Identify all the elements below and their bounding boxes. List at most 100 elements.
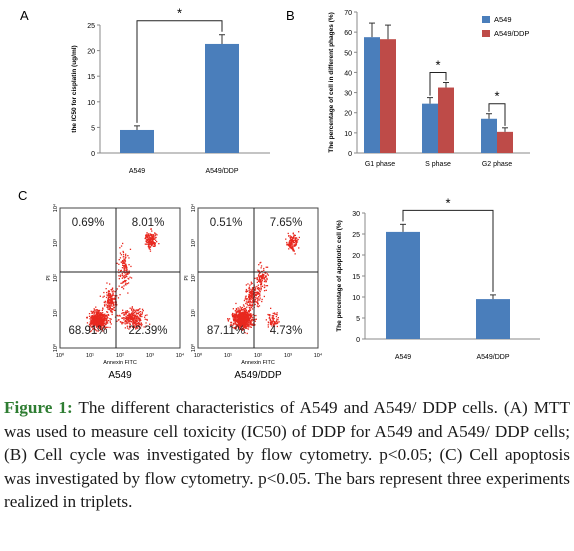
flow-a549-event-dot xyxy=(99,319,101,321)
flow-a549-y-tick-label: 10³ xyxy=(53,239,59,247)
flow-a549-event-dot xyxy=(111,311,113,314)
flow-a549-event-dot xyxy=(151,244,153,246)
flow-a549-event-dot xyxy=(149,250,152,252)
flow-a549-event-dot xyxy=(135,323,137,325)
flow-a549-event-dot xyxy=(112,303,114,305)
flow-a549-ddp-event-dot xyxy=(249,292,252,294)
flow-a549-event-dot xyxy=(137,327,139,329)
flow-a549-ddp-event-dot xyxy=(256,305,258,307)
flow-a549-event-dot xyxy=(121,312,123,315)
flow-a549-ddp-event-dot xyxy=(234,314,236,316)
flow-a549-event-dot xyxy=(97,311,99,313)
flow-a549-ddp-quadrant-label: 4.73% xyxy=(270,325,303,337)
flow-a549-ddp-event-dot xyxy=(253,324,256,326)
flow-a549-event-dot xyxy=(95,323,97,325)
flow-a549-event-dot xyxy=(147,235,149,237)
flow-a549-event-dot xyxy=(132,310,134,312)
flow-a549-event-dot xyxy=(121,317,123,319)
flow-a549-event-dot xyxy=(144,318,146,320)
flow-a549-ddp-event-dot xyxy=(245,327,247,329)
flow-a549-event-dot xyxy=(101,323,104,325)
flow-a549-ddp-event-dot xyxy=(294,238,296,240)
flow-a549-event-dot xyxy=(91,326,93,328)
flow-a549-event-dot xyxy=(151,230,153,232)
chart-b-bar xyxy=(438,87,454,153)
flow-a549-ddp-event-dot xyxy=(292,233,294,235)
flow-a549-ddp-event-dot xyxy=(246,306,248,308)
flow-a549-event-dot xyxy=(127,320,129,323)
flow-a549-event-dot xyxy=(92,327,94,330)
flow-a549-ddp-event-dot xyxy=(249,309,252,311)
flow-a549-ddp-event-dot xyxy=(250,305,252,307)
flow-a549-y-tick-label: 10¹ xyxy=(53,309,59,317)
flow-a549-ddp-event-dot xyxy=(242,304,245,306)
flow-a549-event-dot xyxy=(123,264,126,267)
flow-a549-ddp-event-dot xyxy=(255,294,257,297)
flow-a549-event-dot xyxy=(113,307,116,309)
flow-a549-event-dot xyxy=(104,305,106,307)
flow-a549-event-dot xyxy=(95,325,97,327)
flow-a549-ddp-quadrant-label: 87.11% xyxy=(207,325,245,337)
flow-a549-ddp-event-dot xyxy=(247,328,249,330)
flow-a549-ddp-event-dot xyxy=(264,286,266,288)
flow-a549-event-dot xyxy=(103,325,105,327)
flow-a549-event-dot xyxy=(138,324,140,326)
flow-a549-event-dot xyxy=(95,320,97,322)
flow-a549-event-dot xyxy=(148,241,151,243)
flow-a549-event-dot xyxy=(123,269,125,271)
flow-a549-event-dot xyxy=(136,315,138,317)
flow-a549-event-dot xyxy=(150,234,152,236)
flow-a549-ddp-event-dot xyxy=(232,312,234,315)
flow-a549-ddp-event-dot xyxy=(295,241,298,244)
flow-a549-ddp-event-dot xyxy=(244,298,246,300)
flow-a549-event-dot xyxy=(126,318,128,320)
flow-a549-event-dot xyxy=(150,237,152,239)
flow-a549-event-dot xyxy=(109,307,111,309)
flow-a549-ddp-event-dot xyxy=(240,309,242,311)
flow-a549-event-dot xyxy=(110,294,112,296)
flow-a549-ddp-event-dot xyxy=(255,287,257,289)
flow-a549-event-dot xyxy=(100,324,102,326)
flow-a549-event-dot xyxy=(90,323,92,325)
chart-a-y-tick-label: 25 xyxy=(87,23,95,30)
flow-a549-ddp-event-dot xyxy=(292,237,294,239)
flow-a549-event-dot xyxy=(129,318,131,320)
flow-a549-event-dot xyxy=(122,280,124,283)
flow-a549-event-dot xyxy=(111,289,113,291)
flow-a549-event-dot xyxy=(126,269,128,271)
flow-a549-event-dot xyxy=(148,242,150,244)
flow-a549-event-dot xyxy=(102,330,104,332)
flow-a549-ddp-event-dot xyxy=(288,248,290,250)
flow-a549-event-dot xyxy=(106,320,108,322)
chart-b-legend-swatch xyxy=(482,30,490,37)
flow-a549-event-dot xyxy=(107,302,110,304)
flow-a549-ddp-event-dot xyxy=(249,322,251,324)
flow-a549-ddp-event-dot xyxy=(266,277,268,280)
flow-a549-event-dot xyxy=(152,245,155,247)
flow-a549-ddp-event-dot xyxy=(246,298,248,300)
flow-a549-ddp-event-dot xyxy=(245,324,247,326)
flow-a549-event-dot xyxy=(125,319,127,321)
flow-a549-ddp-event-dot xyxy=(244,307,246,310)
flow-a549-ddp-event-dot xyxy=(241,306,243,309)
flow-a549-ddp-event-dot xyxy=(248,298,250,300)
flow-a549-event-dot xyxy=(151,242,153,244)
flow-a549-event-dot xyxy=(111,295,113,298)
flow-a549-event-dot xyxy=(111,300,113,302)
flow-a549-event-dot xyxy=(133,322,135,324)
flow-a549-ddp-event-dot xyxy=(260,275,262,277)
flow-a549-event-dot xyxy=(154,243,156,245)
flow-a549-event-dot xyxy=(104,318,106,320)
flow-a549-event-dot xyxy=(135,311,137,313)
flow-a549-event-dot xyxy=(121,286,124,288)
flow-a549-event-dot xyxy=(128,270,130,272)
flow-a549-x-tick-label: 10¹ xyxy=(86,353,94,359)
flow-a549-event-dot xyxy=(139,324,141,326)
flow-a549-ddp-event-dot xyxy=(248,294,251,296)
flow-a549-ddp-event-dot xyxy=(242,312,244,314)
flow-a549-event-dot xyxy=(97,310,99,312)
flow-a549-event-dot xyxy=(146,318,148,321)
flow-a549-event-dot xyxy=(96,311,98,314)
flow-a549-event-dot xyxy=(109,321,111,324)
chart-a-y-tick-label: 15 xyxy=(87,74,95,81)
